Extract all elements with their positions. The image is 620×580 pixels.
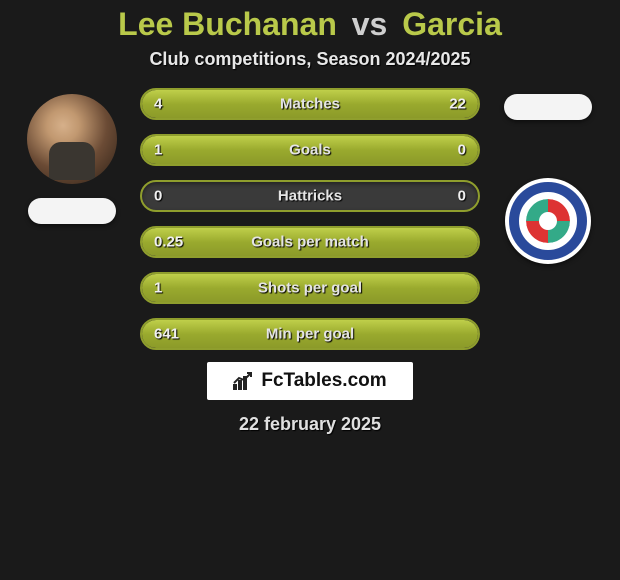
player2-name: Garcia: [402, 6, 502, 42]
brand-badge: FcTables.com: [207, 362, 412, 400]
player1-name: Lee Buchanan: [118, 6, 337, 42]
stat-label: Goals: [289, 142, 331, 159]
brand-text: FcTables.com: [261, 370, 386, 392]
footer-date: 22 february 2025: [239, 414, 381, 435]
player1-flag: [28, 198, 116, 224]
stat-left-value: 1: [154, 142, 162, 159]
stat-left-value: 0.25: [154, 234, 183, 251]
vs-label: vs: [352, 6, 388, 42]
stat-row: 1 0 Goals: [140, 134, 480, 166]
stat-fill-left: [142, 90, 192, 118]
stat-right-value: 0: [458, 142, 466, 159]
stat-right-value: 0: [458, 188, 466, 205]
brand-icon: [233, 372, 255, 390]
stat-row: 1 Shots per goal: [140, 272, 480, 304]
right-side: [498, 88, 598, 264]
stat-label: Hattricks: [278, 188, 342, 205]
stat-row: 0.25 Goals per match: [140, 226, 480, 258]
player2-club-badge: [505, 178, 591, 264]
badge-inner: [526, 199, 570, 243]
subtitle: Club competitions, Season 2024/2025: [149, 49, 470, 70]
left-side: [22, 88, 122, 224]
stat-label: Min per goal: [266, 326, 354, 343]
main-panel: 4 22 Matches 1 0 Goals 0 0 Hattricks 0.25 Goals pe…: [0, 88, 620, 350]
stat-left-value: 4: [154, 96, 162, 113]
stat-left-value: 0: [154, 188, 162, 205]
page-title: Lee Buchanan vs Garcia: [118, 6, 502, 43]
stat-left-value: 1: [154, 280, 162, 297]
stat-right-value: 22: [449, 96, 466, 113]
stat-row: 4 22 Matches: [140, 88, 480, 120]
stat-row: 0 0 Hattricks: [140, 180, 480, 212]
comparison-card: Lee Buchanan vs Garcia Club competitions…: [0, 0, 620, 580]
stat-label: Matches: [280, 96, 340, 113]
stat-bars: 4 22 Matches 1 0 Goals 0 0 Hattricks 0.25 Goals pe…: [140, 88, 480, 350]
stat-row: 641 Min per goal: [140, 318, 480, 350]
player1-avatar: [27, 94, 117, 184]
stat-label: Goals per match: [251, 234, 369, 251]
stat-label: Shots per goal: [258, 280, 362, 297]
player2-flag: [504, 94, 592, 120]
stat-left-value: 641: [154, 326, 179, 343]
